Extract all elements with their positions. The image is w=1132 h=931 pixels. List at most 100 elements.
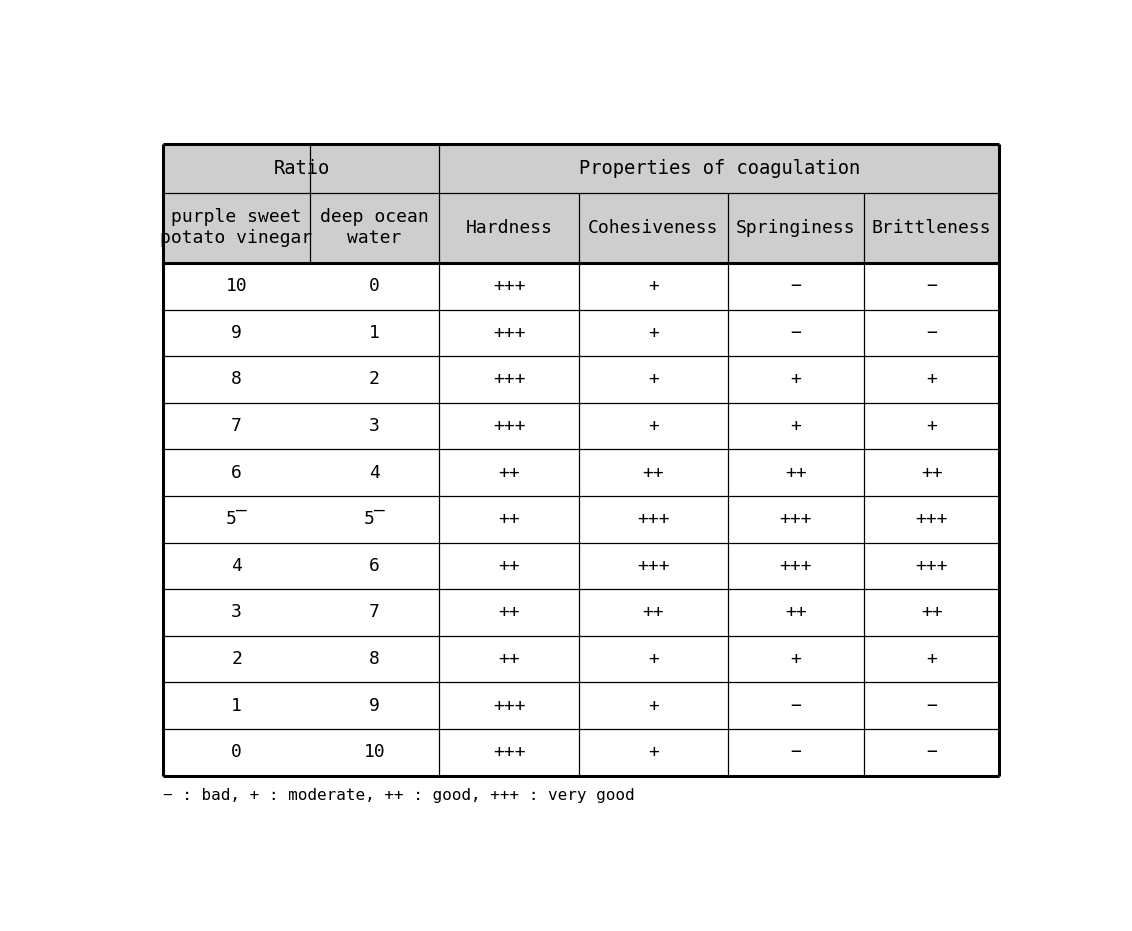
Bar bbox=[163, 403, 310, 450]
Text: 4: 4 bbox=[369, 464, 380, 481]
Bar bbox=[864, 193, 1000, 263]
Bar bbox=[163, 310, 310, 357]
Bar bbox=[439, 450, 578, 496]
Bar bbox=[728, 636, 864, 682]
Text: 8: 8 bbox=[369, 650, 380, 668]
Bar bbox=[439, 543, 578, 589]
Bar bbox=[864, 310, 1000, 357]
Bar bbox=[578, 729, 728, 776]
Text: +++: +++ bbox=[780, 557, 813, 574]
Text: 6: 6 bbox=[369, 557, 380, 574]
Text: 2: 2 bbox=[231, 650, 242, 668]
Bar bbox=[310, 636, 439, 682]
Bar bbox=[728, 496, 864, 543]
Text: −: − bbox=[790, 743, 801, 762]
Text: 4: 4 bbox=[231, 557, 242, 574]
Bar bbox=[864, 263, 1000, 310]
Text: +++: +++ bbox=[916, 557, 949, 574]
Bar bbox=[578, 310, 728, 357]
Text: 7: 7 bbox=[369, 603, 380, 622]
Text: 3: 3 bbox=[231, 603, 242, 622]
Bar bbox=[439, 403, 578, 450]
Bar bbox=[310, 496, 439, 543]
Text: +: + bbox=[926, 417, 937, 435]
Text: Ratio: Ratio bbox=[273, 159, 329, 178]
Bar bbox=[864, 543, 1000, 589]
Text: 10: 10 bbox=[225, 277, 248, 295]
Bar bbox=[728, 263, 864, 310]
Bar bbox=[310, 193, 439, 263]
Text: ++: ++ bbox=[498, 603, 520, 622]
Bar bbox=[310, 729, 439, 776]
Bar bbox=[439, 144, 1000, 193]
Text: Properties of coagulation: Properties of coagulation bbox=[578, 159, 860, 178]
Text: 5̅: 5̅ bbox=[363, 510, 385, 528]
Text: 9: 9 bbox=[369, 696, 380, 715]
Bar bbox=[864, 589, 1000, 636]
Bar bbox=[439, 496, 578, 543]
Text: +: + bbox=[790, 650, 801, 668]
Text: 9: 9 bbox=[231, 324, 242, 342]
Text: 10: 10 bbox=[363, 743, 385, 762]
Text: 1: 1 bbox=[369, 324, 380, 342]
Text: +++: +++ bbox=[780, 510, 813, 528]
Text: Hardness: Hardness bbox=[465, 219, 552, 236]
Bar bbox=[728, 682, 864, 729]
Bar bbox=[728, 543, 864, 589]
Bar bbox=[163, 193, 310, 263]
Bar bbox=[310, 357, 439, 403]
Text: ++: ++ bbox=[498, 510, 520, 528]
Text: Brittleness: Brittleness bbox=[872, 219, 992, 236]
Text: Springiness: Springiness bbox=[736, 219, 856, 236]
Text: − : bad, + : moderate, ++ : good, +++ : very good: − : bad, + : moderate, ++ : good, +++ : … bbox=[163, 789, 635, 803]
Bar bbox=[578, 589, 728, 636]
Bar bbox=[163, 263, 310, 310]
Text: +++: +++ bbox=[492, 371, 525, 388]
Text: +++: +++ bbox=[916, 510, 949, 528]
Bar bbox=[728, 729, 864, 776]
Text: Cohesiveness: Cohesiveness bbox=[589, 219, 719, 236]
Bar bbox=[578, 263, 728, 310]
Bar bbox=[578, 450, 728, 496]
Text: +: + bbox=[648, 324, 659, 342]
Bar bbox=[439, 729, 578, 776]
Bar bbox=[864, 496, 1000, 543]
Text: ++: ++ bbox=[643, 464, 664, 481]
Bar bbox=[163, 450, 310, 496]
Bar bbox=[310, 403, 439, 450]
Text: +++: +++ bbox=[492, 743, 525, 762]
Text: −: − bbox=[926, 324, 937, 342]
Text: 2: 2 bbox=[369, 371, 380, 388]
Bar bbox=[439, 589, 578, 636]
Text: 5̅: 5̅ bbox=[225, 510, 248, 528]
Text: 1: 1 bbox=[231, 696, 242, 715]
Bar bbox=[728, 310, 864, 357]
Bar bbox=[728, 450, 864, 496]
Text: ++: ++ bbox=[921, 464, 943, 481]
Text: ++: ++ bbox=[786, 464, 807, 481]
Bar bbox=[439, 263, 578, 310]
Text: +: + bbox=[648, 696, 659, 715]
Bar bbox=[728, 589, 864, 636]
Text: +: + bbox=[648, 371, 659, 388]
Text: 7: 7 bbox=[231, 417, 242, 435]
Bar bbox=[310, 450, 439, 496]
Text: 8: 8 bbox=[231, 371, 242, 388]
Text: +: + bbox=[926, 371, 937, 388]
Text: ++: ++ bbox=[498, 464, 520, 481]
Bar bbox=[439, 636, 578, 682]
Bar bbox=[163, 636, 310, 682]
Bar bbox=[163, 682, 310, 729]
Bar bbox=[578, 193, 728, 263]
Text: ++: ++ bbox=[921, 603, 943, 622]
Text: ++: ++ bbox=[498, 557, 520, 574]
Text: +++: +++ bbox=[637, 510, 670, 528]
Text: 0: 0 bbox=[231, 743, 242, 762]
Text: +++: +++ bbox=[492, 696, 525, 715]
Text: −: − bbox=[790, 277, 801, 295]
Bar bbox=[864, 729, 1000, 776]
Bar bbox=[310, 589, 439, 636]
Bar bbox=[728, 193, 864, 263]
Bar bbox=[439, 193, 578, 263]
Text: purple sweet
potato vinegar: purple sweet potato vinegar bbox=[161, 209, 312, 248]
